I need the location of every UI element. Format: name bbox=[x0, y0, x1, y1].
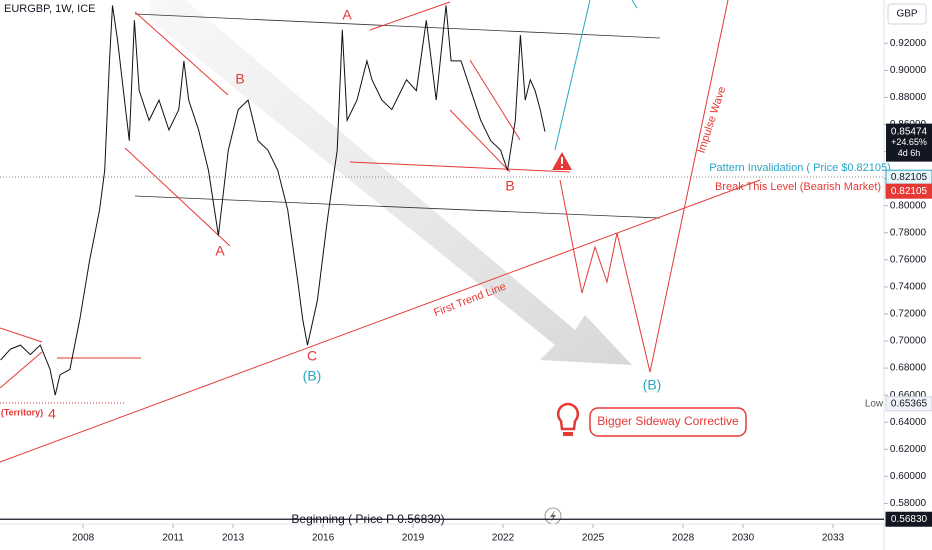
price-tag-label: 0.82105 bbox=[891, 186, 928, 197]
y-tick-label: 0.70000 bbox=[890, 336, 927, 347]
drawings bbox=[0, 0, 884, 525]
low-label: Low bbox=[865, 398, 884, 409]
annotation: Bigger Sideway Corrective bbox=[597, 414, 739, 428]
price-tag-label: 0.56830 bbox=[891, 514, 928, 525]
big-arrow bbox=[150, 0, 632, 365]
red-line bbox=[124, 147, 231, 247]
projection-path bbox=[559, 0, 729, 373]
y-tick-label: 0.78000 bbox=[890, 227, 927, 238]
y-tick-label: 0.80000 bbox=[890, 200, 927, 211]
price-tag-label: 0.65365 bbox=[891, 398, 928, 409]
price-tag bbox=[885, 183, 932, 199]
y-tick-label: 0.72000 bbox=[890, 309, 927, 320]
annotation: (Territory) bbox=[1, 407, 43, 417]
price-tag bbox=[885, 396, 932, 412]
x-tick-label: 2011 bbox=[162, 533, 184, 544]
annotation: 4 bbox=[48, 406, 56, 422]
y-tick-label: 0.74000 bbox=[890, 282, 927, 293]
bulb-icon bbox=[556, 402, 580, 431]
x-tick-label: 2033 bbox=[822, 533, 845, 544]
red-line bbox=[369, 1, 451, 31]
y-tick-label: 0.88000 bbox=[890, 92, 927, 103]
bulb-base bbox=[563, 432, 573, 436]
annotation: Impulse Wave bbox=[695, 85, 728, 155]
x-tick-label: 2016 bbox=[312, 533, 335, 544]
chart-title: EURGBP, 1W, ICE bbox=[4, 3, 96, 15]
y-tick-label: 0.58000 bbox=[890, 498, 927, 509]
y-tick-label: 0.66000 bbox=[890, 390, 927, 401]
y-tick-label: 0.60000 bbox=[890, 471, 927, 482]
annotation: (B) bbox=[303, 368, 322, 384]
annotation: A bbox=[215, 243, 225, 259]
annotation: First Trend Line bbox=[432, 281, 508, 320]
red-line bbox=[469, 59, 521, 141]
x-tick-label: 2008 bbox=[72, 533, 95, 544]
trend-line bbox=[0, 179, 761, 463]
teal-path bbox=[631, 0, 638, 9]
annotation: Pattern Invalidation ( Price $0.82105) bbox=[709, 162, 891, 174]
annotation: Break This Level (Bearish Market) bbox=[715, 181, 881, 193]
x-tick-label: 2025 bbox=[582, 533, 605, 544]
red-line bbox=[449, 109, 511, 173]
red-line bbox=[349, 161, 571, 173]
last-price-tag bbox=[886, 123, 932, 162]
x-tick-label: 2028 bbox=[672, 533, 695, 544]
currency-box[interactable] bbox=[887, 3, 927, 25]
annotation: B bbox=[235, 71, 244, 87]
y-tick-label: 0.64000 bbox=[890, 417, 927, 428]
change: +24.65% bbox=[891, 137, 927, 147]
alert-mark bbox=[561, 157, 563, 164]
alert-mark bbox=[561, 166, 563, 168]
annotation: A bbox=[342, 7, 352, 23]
red-line bbox=[0, 351, 43, 389]
y-tick-label: 0.90000 bbox=[890, 65, 927, 76]
annotation: C bbox=[307, 348, 317, 364]
price-tag-label: 0.82105 bbox=[891, 172, 928, 183]
red-line bbox=[134, 11, 229, 96]
channel-line bbox=[134, 13, 661, 39]
y-tick-label: 0.92000 bbox=[890, 38, 927, 49]
annotation: (B) bbox=[643, 377, 662, 393]
x-tick-label: 2030 bbox=[732, 533, 755, 544]
teal-path bbox=[554, 0, 591, 151]
price-line bbox=[0, 5, 546, 396]
x-tick-label: 2013 bbox=[222, 533, 245, 544]
y-tick-label: 0.76000 bbox=[890, 254, 927, 265]
x-tick-label: 2019 bbox=[402, 533, 425, 544]
currency: GBP bbox=[896, 9, 917, 20]
price-tag bbox=[885, 511, 932, 527]
last-price: 0.85474 bbox=[891, 126, 928, 137]
y-axis-bg bbox=[884, 0, 932, 550]
y-tick-label: 0.62000 bbox=[890, 444, 927, 455]
y-tick-label: 0.68000 bbox=[890, 363, 927, 374]
countdown: 4d 6h bbox=[898, 148, 921, 158]
callout-box bbox=[589, 407, 747, 437]
x-tick-label: 2022 bbox=[492, 533, 515, 544]
lightning-bolt bbox=[550, 510, 556, 522]
annotation: B bbox=[505, 178, 514, 194]
red-line bbox=[0, 327, 43, 343]
